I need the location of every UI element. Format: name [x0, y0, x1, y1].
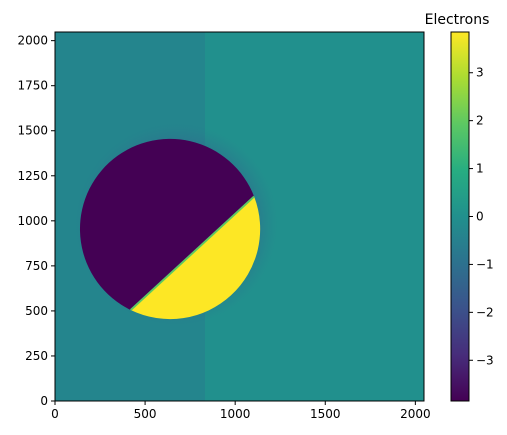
- y-tick-label: 750: [25, 259, 48, 273]
- y-tick-label: 1000: [17, 214, 48, 228]
- x-tick-label: 1500: [310, 407, 341, 421]
- colorbar-label: Electrons: [425, 12, 490, 28]
- y-axis-ticks: 0 250 500 750 1000 1250 1500 1750 2000: [17, 34, 55, 408]
- colorbar-tick-label: 3: [476, 66, 484, 80]
- colorbar-tick-label: 2: [476, 114, 484, 128]
- y-tick-label: 250: [25, 349, 48, 363]
- y-tick-label: 1750: [17, 79, 48, 93]
- y-tick-label: 2000: [17, 34, 48, 48]
- colorbar-tick-label: −3: [476, 353, 494, 367]
- y-tick-label: 1250: [17, 169, 48, 183]
- colorbar-ticks: −3 −2 −1 0 1 2 3: [469, 66, 494, 367]
- colorbar-tick-label: 0: [476, 210, 484, 224]
- y-tick-label: 0: [40, 394, 48, 408]
- bright-half-disk: [130, 196, 261, 320]
- dark-half-disk: [79, 138, 255, 311]
- colorbar-tick-label: 1: [476, 162, 484, 176]
- x-tick-label: 500: [134, 407, 157, 421]
- y-tick-label: 1500: [17, 124, 48, 138]
- x-tick-label: 0: [51, 407, 59, 421]
- y-tick-label: 500: [25, 304, 48, 318]
- x-axis-ticks: 0 500 1000 1500 2000: [51, 401, 431, 421]
- colorbar-tick-label: −2: [476, 305, 494, 319]
- x-tick-label: 1000: [220, 407, 251, 421]
- colorbar-tick-label: −1: [476, 257, 494, 271]
- image-area: [55, 32, 424, 401]
- x-tick-label: 2000: [400, 407, 431, 421]
- disk-cut-edge: [129, 195, 255, 311]
- colorbar: [450, 31, 470, 402]
- plot-frame: [54, 31, 425, 402]
